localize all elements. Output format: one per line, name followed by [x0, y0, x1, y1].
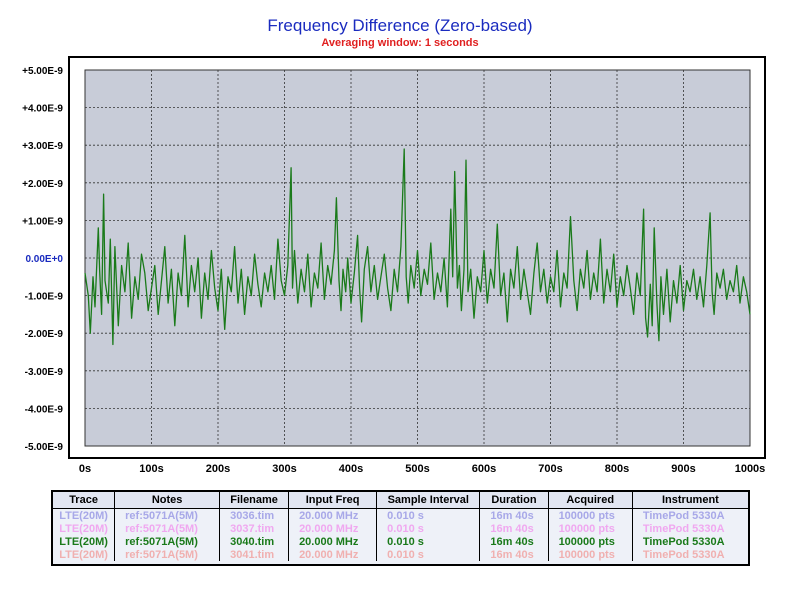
legend-cell: LTE(20M)	[53, 535, 116, 548]
legend-cell: 16m 40s	[479, 508, 549, 522]
legend-cell: 3041.tim	[219, 548, 290, 561]
y-tick-label: 0.00E+0	[25, 254, 63, 265]
x-tick-label: 800s	[605, 463, 629, 475]
legend-cell: TimePod 5330A	[642, 548, 725, 561]
x-tick-label: 700s	[538, 463, 562, 475]
legend-cell: 20.000 MHz	[288, 535, 378, 548]
y-tick-label: -3.00E-9	[25, 367, 64, 378]
legend-cell: 3037.tim	[219, 522, 290, 535]
y-tick-label: -4.00E-9	[25, 404, 64, 415]
legend-cell: 3036.tim	[219, 508, 290, 522]
legend-cell: 16m 40s	[479, 535, 549, 548]
x-tick-label: 100s	[139, 463, 163, 475]
legend-cell: ref:5071A(5M)	[114, 522, 221, 535]
legend-cell: TimePod 5330A	[642, 535, 725, 548]
legend-cell: 20.000 MHz	[288, 508, 378, 522]
x-tick-label: 900s	[671, 463, 695, 475]
legend-header-cell: Sample Interval	[376, 492, 481, 509]
legend-header-cell: Filename	[219, 492, 290, 509]
chart-subtitle: Averaging window: 1 seconds	[321, 37, 479, 49]
chart-title: Frequency Difference (Zero-based)	[267, 16, 533, 35]
y-tick-label: +1.00E-9	[22, 216, 63, 227]
legend-cell: 0.010 s	[376, 508, 481, 522]
legend-cell: 100000 pts	[548, 548, 633, 561]
legend-cell: 0.010 s	[376, 548, 481, 561]
y-tick-label: -5.00E-9	[25, 442, 64, 453]
x-tick-label: 200s	[206, 463, 230, 475]
legend-header-cell: Input Freq	[288, 492, 378, 509]
legend-cell: 100000 pts	[548, 522, 633, 535]
legend-table: Trace Notes Filename Input Freq Sample Inter…	[53, 492, 748, 561]
legend-cell: 0.010 s	[376, 535, 481, 548]
legend-cell: 0.010 s	[376, 522, 481, 535]
legend-table-container: Trace Notes Filename Input Freq Sample Inter…	[51, 490, 750, 566]
legend-cell: LTE(20M)	[53, 508, 116, 522]
legend-header-row: Trace Notes Filename Input Freq Sample Inter…	[53, 492, 748, 509]
legend-body: LTE(20M) ref:5071A(5M) 3036.tim 20.000 MHz 0…	[53, 508, 748, 561]
legend-row[interactable]: LTE(20M) ref:5071A(5M) 3037.tim 20.000 MHz 0…	[53, 522, 748, 535]
legend-cell: ref:5071A(5M)	[114, 535, 221, 548]
x-tick-label: 1000s	[735, 463, 766, 475]
legend-cell: 16m 40s	[479, 522, 549, 535]
legend-header-cell: Notes	[114, 492, 221, 509]
legend-row[interactable]: LTE(20M) ref:5071A(5M) 3036.tim 20.000 MHz 0…	[53, 508, 748, 522]
y-tick-label: +3.00E-9	[22, 141, 63, 152]
legend-cell: TimePod 5330A	[642, 522, 725, 535]
x-tick-label: 600s	[472, 463, 496, 475]
y-tick-label: -2.00E-9	[25, 329, 64, 340]
y-tick-label: +5.00E-9	[22, 66, 63, 77]
legend-cell: LTE(20M)	[53, 548, 116, 561]
x-tick-label: 0s	[79, 463, 91, 475]
legend-row[interactable]: LTE(20M) ref:5071A(5M) 3041.tim 20.000 MHz 0…	[53, 548, 748, 561]
frequency-chart: +5.00E-9 +4.00E-9 +3.00E-9 +2.00E-9 +1.00E-9…	[22, 56, 766, 475]
legend-header-cell: Acquired	[548, 492, 633, 509]
legend-cell: ref:5071A(5M)	[114, 548, 221, 561]
legend-header-cell: Trace	[53, 492, 116, 509]
legend-row[interactable]: LTE(20M) ref:5071A(5M) 3040.tim 20.000 MHz 0…	[53, 535, 748, 548]
legend-cell: ref:5071A(5M)	[114, 508, 221, 522]
y-tick-label: -1.00E-9	[25, 292, 64, 303]
legend-cell: 100000 pts	[548, 508, 633, 522]
x-tick-label: 400s	[339, 463, 363, 475]
x-tick-label: 500s	[405, 463, 429, 475]
y-tick-label: +2.00E-9	[22, 179, 63, 190]
y-tick-label: +4.00E-9	[22, 104, 63, 115]
legend-cell: 20.000 MHz	[288, 522, 378, 535]
legend-cell: 3040.tim	[219, 535, 290, 548]
legend-header-cell: Instrument	[632, 492, 748, 509]
legend-cell: 20.000 MHz	[288, 548, 378, 561]
legend-cell: LTE(20M)	[53, 522, 116, 535]
x-tick-label: 300s	[272, 463, 296, 475]
legend-cell: 100000 pts	[548, 535, 633, 548]
legend-header-cell: Duration	[479, 492, 549, 509]
legend-cell: TimePod 5330A	[642, 509, 725, 522]
series-line-LTE(20M)	[84, 148, 751, 346]
legend-cell: 16m 40s	[479, 548, 549, 561]
